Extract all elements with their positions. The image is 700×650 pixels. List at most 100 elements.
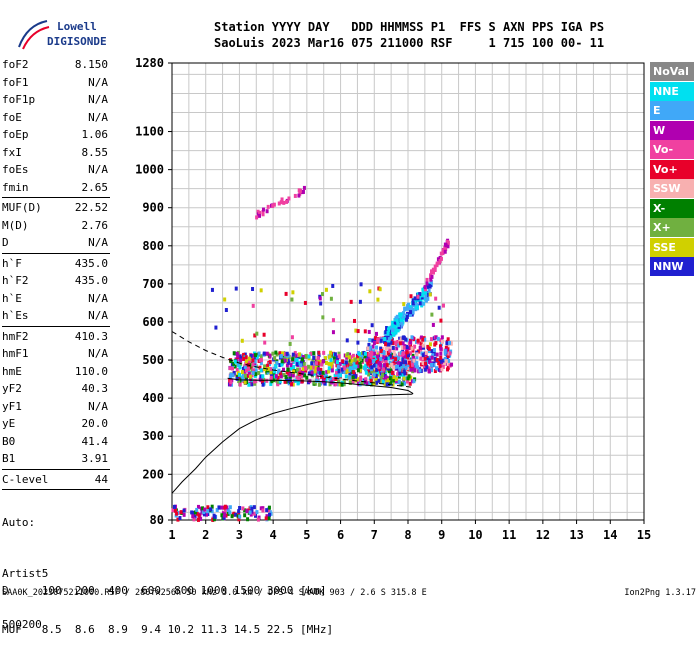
echo-point — [380, 358, 384, 363]
echo-point — [275, 360, 279, 365]
x-tick-label: 5 — [303, 528, 310, 542]
echo-point — [408, 307, 412, 312]
file-footer: SAA0K_2023075211000.RSF / 280fx256h 50 k… — [2, 588, 427, 598]
echo-point — [223, 508, 227, 513]
echo-point — [423, 367, 427, 372]
param-value: 22.52 — [74, 201, 108, 214]
echo-point — [239, 375, 243, 380]
echo-point — [368, 338, 372, 343]
echo-point — [245, 509, 249, 514]
echo-point — [342, 369, 346, 374]
echo-point — [351, 379, 355, 384]
echo-point — [383, 336, 387, 341]
echo-point — [266, 366, 270, 371]
echo-point — [440, 367, 444, 372]
echo-point — [433, 267, 437, 272]
echo-point — [411, 301, 415, 306]
echo-point — [447, 358, 451, 363]
echo-point — [382, 351, 386, 356]
echo-point — [359, 375, 363, 380]
echo-point — [395, 340, 399, 345]
echo-point — [435, 263, 439, 268]
y-tick-label: 500 — [142, 353, 164, 367]
echo-point — [369, 354, 373, 359]
echo-point — [419, 356, 423, 361]
echo-point — [259, 288, 263, 293]
echo-point — [296, 372, 300, 377]
echo-point — [268, 362, 272, 367]
legend-item: X- — [650, 198, 694, 218]
echo-point — [222, 515, 226, 520]
muf-distance-row: D 100 200 400 600 800 1000 1500 3000 [km… — [2, 584, 327, 597]
echo-point — [243, 508, 247, 513]
echo-point — [392, 365, 396, 370]
echo-point — [261, 207, 265, 212]
echo-point — [341, 359, 345, 364]
echo-point — [395, 318, 399, 323]
echo-point — [290, 297, 294, 302]
echo-point — [411, 298, 415, 303]
echo-point — [409, 310, 413, 315]
echo-point — [363, 329, 367, 334]
echo-point — [312, 355, 316, 360]
param-label: foF1 — [2, 75, 29, 89]
echo-point — [318, 361, 322, 366]
echo-point — [298, 352, 302, 357]
echo-point — [329, 358, 333, 363]
echo-point — [301, 365, 305, 370]
echo-point — [382, 377, 386, 382]
echo-point — [381, 367, 385, 372]
echo-point — [421, 337, 425, 342]
echo-point — [348, 367, 352, 372]
echo-point — [182, 508, 186, 513]
echo-point — [276, 382, 280, 387]
echo-point — [258, 210, 262, 215]
echo-point — [210, 509, 214, 514]
logo-line1: Lowell — [57, 20, 97, 33]
echo-point — [313, 369, 317, 374]
echo-point — [355, 365, 359, 370]
echo-point — [259, 361, 263, 366]
echo-point — [278, 371, 282, 376]
echo-point — [402, 368, 406, 373]
echo-point — [376, 370, 380, 375]
echo-point — [410, 362, 414, 367]
echo-point — [400, 321, 404, 326]
echo-point — [384, 346, 388, 351]
echo-point — [247, 382, 251, 387]
echo-point — [414, 339, 418, 344]
x-tick-label: 2 — [202, 528, 209, 542]
echo-point — [244, 373, 248, 378]
x-tick-label: 8 — [404, 528, 411, 542]
echo-point — [431, 270, 435, 275]
param-row: h`Es N/A — [2, 307, 112, 325]
echo-point — [280, 359, 284, 364]
echo-point — [446, 353, 450, 358]
echo-point — [388, 353, 392, 358]
echo-point — [391, 345, 395, 350]
echo-point — [379, 356, 383, 361]
echo-point — [429, 368, 433, 373]
legend-item: SSE — [650, 237, 694, 257]
echo-point — [299, 363, 303, 368]
y-tick-label: 800 — [142, 239, 164, 253]
echo-point — [348, 380, 352, 385]
echo-point — [394, 377, 398, 382]
echo-point — [297, 367, 301, 372]
echo-point — [393, 327, 397, 332]
echo-point — [309, 365, 313, 370]
echo-point — [247, 371, 251, 376]
echo-point — [406, 363, 410, 368]
echo-point — [229, 380, 233, 385]
echo-point — [369, 382, 373, 387]
echo-point — [424, 287, 428, 292]
echo-point — [346, 362, 350, 367]
echo-point — [432, 348, 436, 353]
echo-point — [384, 375, 388, 380]
param-row: yE 20.0 — [2, 415, 112, 433]
echo-point — [303, 300, 307, 305]
echo-point — [250, 509, 254, 514]
param-value: N/A — [88, 163, 108, 176]
echo-point — [289, 363, 293, 368]
echo-point — [352, 365, 356, 370]
